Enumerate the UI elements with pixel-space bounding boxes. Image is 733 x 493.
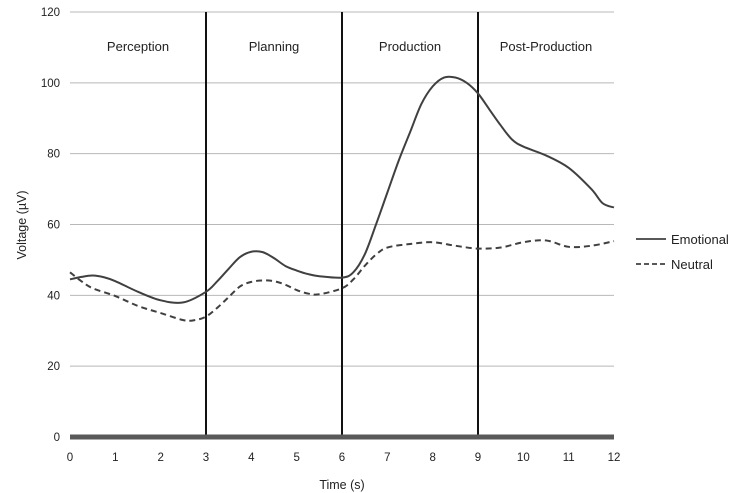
y-tick-labels: 0 20 40 60 80 100 120 bbox=[41, 7, 60, 444]
x-tick-label-0: 0 bbox=[67, 452, 73, 464]
phase-label-post-production: Post-Production bbox=[500, 39, 593, 54]
x-tick-label-2: 2 bbox=[157, 452, 163, 464]
legend-label-emotional: Emotional bbox=[671, 232, 729, 247]
x-tick-label-4: 4 bbox=[248, 452, 255, 464]
x-tick-labels: 0 1 2 3 4 5 6 7 8 9 10 11 12 bbox=[67, 452, 621, 464]
phase-labels: Perception Planning Production Post-Product… bbox=[107, 39, 592, 54]
y-tick-label-80: 80 bbox=[47, 149, 60, 161]
legend-label-neutral: Neutral bbox=[671, 257, 713, 272]
y-tick-label-20: 20 bbox=[47, 361, 60, 373]
x-tick-label-11: 11 bbox=[563, 452, 575, 464]
series-lines bbox=[69, 75, 615, 322]
y-tick-label-120: 120 bbox=[41, 7, 60, 19]
y-axis-title: Voltage (µV) bbox=[15, 190, 29, 259]
x-axis-title: Time (s) bbox=[319, 478, 364, 492]
y-tick-label-0: 0 bbox=[54, 432, 60, 444]
y-tick-label-60: 60 bbox=[47, 220, 60, 232]
phase-label-perception: Perception bbox=[107, 39, 169, 54]
phase-label-production: Production bbox=[379, 39, 441, 54]
x-tick-label-5: 5 bbox=[293, 452, 299, 464]
y-tick-label-100: 100 bbox=[41, 78, 60, 90]
x-tick-label-7: 7 bbox=[384, 452, 390, 464]
y-tick-label-40: 40 bbox=[47, 290, 60, 302]
phase-label-planning: Planning bbox=[249, 39, 300, 54]
x-tick-label-1: 1 bbox=[112, 452, 118, 464]
phase-boundaries bbox=[205, 12, 479, 437]
x-tick-label-6: 6 bbox=[339, 452, 345, 464]
x-tick-label-8: 8 bbox=[429, 452, 435, 464]
x-tick-label-9: 9 bbox=[475, 452, 481, 464]
series-line-emotional bbox=[69, 75, 615, 304]
legend: Emotional Neutral bbox=[636, 232, 729, 272]
x-tick-label-3: 3 bbox=[203, 452, 209, 464]
series-line-neutral bbox=[69, 239, 615, 322]
x-tick-label-10: 10 bbox=[517, 452, 530, 464]
x-tick-label-12: 12 bbox=[608, 452, 621, 464]
